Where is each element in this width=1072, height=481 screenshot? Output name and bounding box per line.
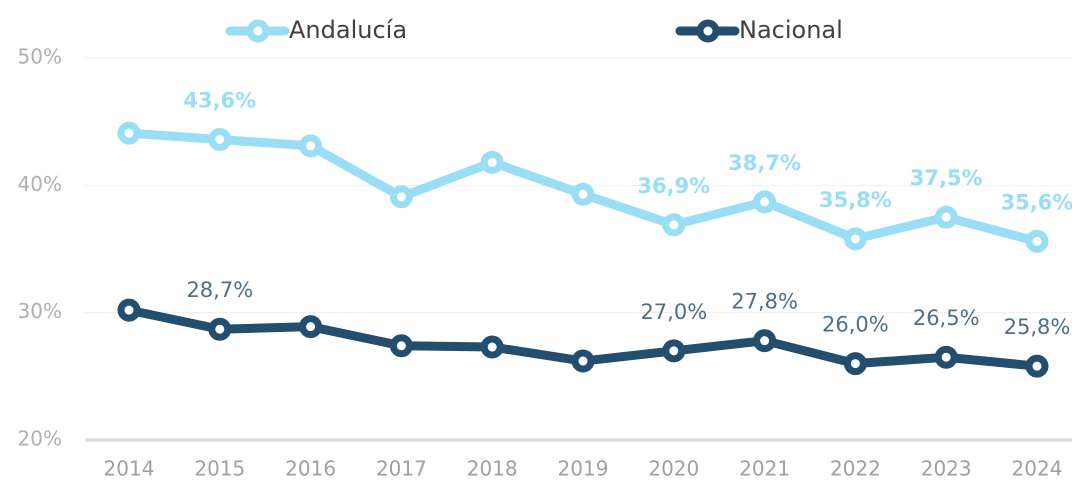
point: [480, 150, 504, 174]
data-label: 25,8%: [1004, 315, 1071, 339]
x-tick-label: 2016: [285, 457, 336, 481]
data-label: 26,5%: [913, 306, 980, 330]
data-label: 36,9%: [637, 174, 710, 198]
point: [662, 213, 686, 237]
point: [753, 329, 777, 353]
y-tick-label: 50%: [18, 45, 62, 69]
point: [117, 298, 141, 322]
point: [843, 227, 867, 251]
data-label: 43,6%: [183, 88, 256, 112]
data-label: 37,5%: [910, 166, 983, 190]
point: [299, 315, 323, 339]
x-tick-label: 2022: [830, 457, 881, 481]
point: [753, 190, 777, 214]
point: [117, 121, 141, 145]
x-tick-label: 2014: [104, 457, 155, 481]
point: [389, 185, 413, 209]
legend-marker: [246, 19, 270, 43]
x-tick-label: 2020: [648, 457, 699, 481]
point: [934, 345, 958, 369]
point: [1025, 229, 1049, 253]
data-label: 35,8%: [819, 188, 892, 212]
x-tick-label: 2018: [467, 457, 518, 481]
point: [299, 134, 323, 158]
x-tick-label: 2017: [376, 457, 427, 481]
y-tick-label: 20%: [18, 427, 62, 451]
legend-label: Nacional: [739, 16, 843, 44]
data-label: 27,0%: [640, 300, 707, 324]
data-label: 26,0%: [822, 313, 889, 337]
x-tick-label: 2023: [921, 457, 972, 481]
data-label: 35,6%: [1001, 190, 1072, 214]
x-tick-label: 2024: [1012, 457, 1063, 481]
x-tick-label: 2015: [194, 457, 245, 481]
x-tick-label: 2021: [739, 457, 790, 481]
x-tick-label: 2019: [558, 457, 609, 481]
legend-label: Andalucía: [289, 16, 407, 44]
data-label: 38,7%: [728, 151, 801, 175]
point: [208, 317, 232, 341]
data-label: 28,7%: [186, 278, 253, 302]
y-tick-label: 40%: [18, 172, 62, 196]
point: [1025, 354, 1049, 378]
legend-marker: [696, 19, 720, 43]
point: [208, 127, 232, 151]
point: [389, 334, 413, 358]
point: [843, 352, 867, 376]
point: [480, 335, 504, 359]
y-tick-label: 30%: [18, 299, 62, 323]
point: [662, 339, 686, 363]
point: [571, 349, 595, 373]
point: [571, 182, 595, 206]
data-label: 27,8%: [731, 290, 798, 314]
point: [934, 205, 958, 229]
